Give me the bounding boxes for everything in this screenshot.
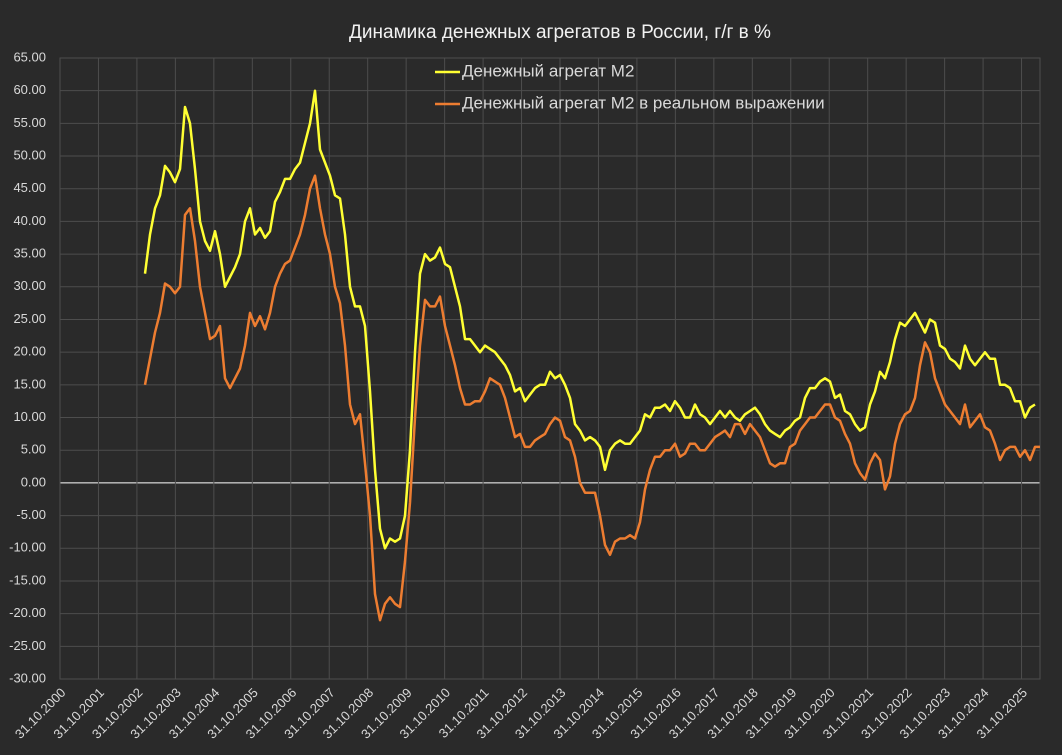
- legend-label: Денежный агрегат М2 в реальном выражении: [462, 93, 825, 112]
- y-tick-label: -5.00: [16, 507, 46, 522]
- chart-title: Динамика денежных агрегатов в России, г/…: [349, 22, 771, 43]
- y-tick-label: 15.00: [13, 376, 46, 391]
- y-tick-label: 50.00: [13, 147, 46, 162]
- y-tick-label: 30.00: [13, 278, 46, 293]
- y-tick-label: 10.00: [13, 409, 46, 424]
- y-tick-label: 0.00: [21, 474, 46, 489]
- y-tick-label: -10.00: [9, 540, 46, 555]
- plot-border: [59, 57, 1041, 680]
- y-tick-label: -20.00: [9, 605, 46, 620]
- y-tick-label: 55.00: [13, 115, 46, 130]
- y-tick-label: 40.00: [13, 213, 46, 228]
- y-tick-label: -30.00: [9, 670, 46, 685]
- y-tick-label: 35.00: [13, 246, 46, 261]
- legend-label: Денежный агрегат М2: [462, 61, 634, 80]
- y-tick-label: -15.00: [9, 572, 46, 587]
- y-tick-label: 5.00: [21, 442, 46, 457]
- data-line: [143, 89, 1036, 550]
- y-tick-label: 65.00: [13, 49, 46, 64]
- y-tick-label: 45.00: [13, 180, 46, 195]
- data-line: [143, 174, 1040, 622]
- y-tick-label: -25.00: [9, 638, 46, 653]
- y-tick-label: 20.00: [13, 344, 46, 359]
- y-tick-label: 25.00: [13, 311, 46, 326]
- y-tick-label: 60.00: [13, 82, 46, 97]
